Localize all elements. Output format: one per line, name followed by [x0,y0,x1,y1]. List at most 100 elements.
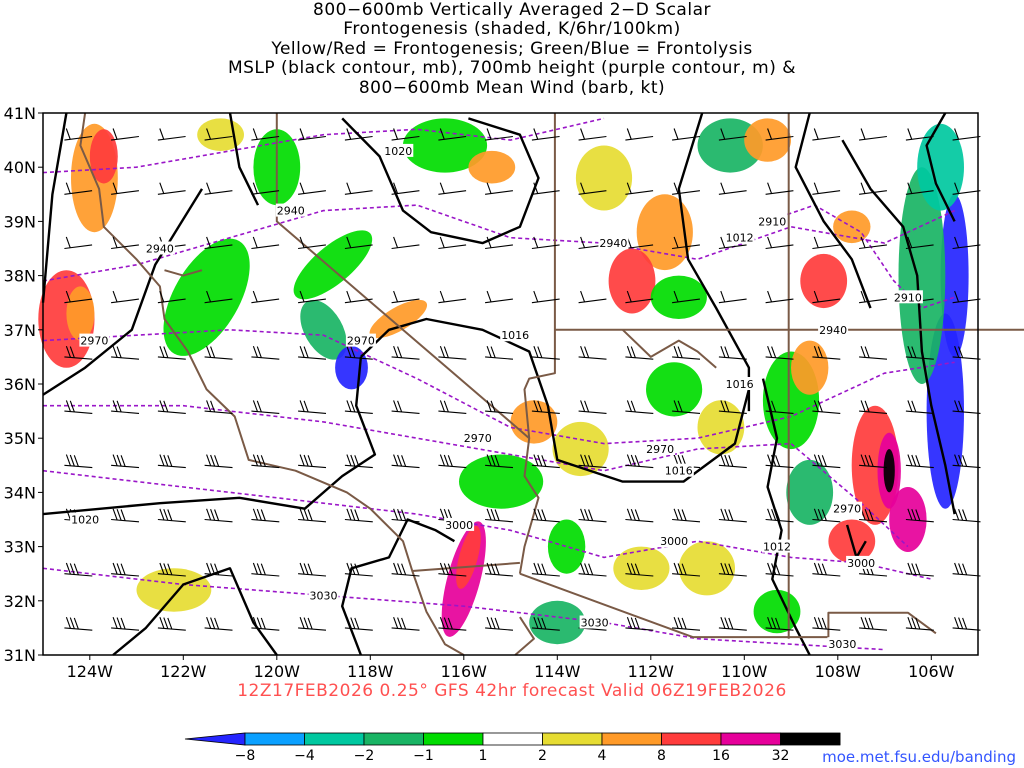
wind-barb [718,508,747,523]
contour-label: 3000 [660,535,688,548]
colorbar-left-arrow [184,732,246,746]
wind-barb [485,346,514,360]
barb-staff [672,244,700,250]
barb-flag [252,508,258,520]
barb-flag [112,562,118,575]
barb-flag [163,563,169,575]
wind-barb [251,617,280,631]
wind-barb [718,182,747,195]
wind-barb [344,346,373,360]
wind-barb [531,617,560,631]
wind-barb [485,182,513,195]
colorbar-box [780,732,841,746]
label-bg [345,333,376,347]
colorbar-label: −8 [235,748,256,764]
barb-flag [393,346,399,358]
barb-flag [307,617,313,630]
barb-flag [486,346,492,358]
barb-staff [672,135,700,141]
barb-flag [163,346,169,358]
barb-staff [64,135,93,141]
barb-staff [905,573,934,577]
contour-labels: 1020 1016 1016 1016 1012 1012 1020 2940 2940 2940… [70,143,923,651]
wind-barb [578,508,607,523]
barb-flag [346,562,352,575]
wind-barb [485,290,513,304]
barb-flag [401,455,407,467]
contour-label: 2970 [80,335,108,348]
barb-staff [672,518,701,523]
wind-barb [157,400,186,414]
lon-tick-label: 114W [534,662,581,681]
barb-staff [812,298,841,304]
barb-staff [204,135,233,141]
barb-flag [252,290,258,303]
barb-staff [625,190,654,195]
barb-staff [812,464,841,469]
barb-staff [859,518,888,523]
barb-flag [580,508,586,520]
label-bg [144,241,175,255]
border-line [622,329,717,369]
barb-staff [952,190,981,195]
barb-flag [864,454,870,467]
contour-label: 3000 [445,519,473,532]
colorbar-label: 1 [479,748,488,764]
barb-flag [813,617,819,629]
barb-staff [251,464,280,469]
barb-flag [962,455,968,467]
contour-label: 3030 [310,589,338,602]
barb-flag [214,455,220,467]
barb-flag [167,617,173,630]
wind-barb [765,454,794,469]
source-credit[interactable]: moe.met.fsu.edu/banding [822,748,1016,766]
barb-flag [767,562,773,575]
barb-flag [299,346,305,358]
wind-barb [438,346,467,360]
barb-flag [588,563,594,575]
barb-flag [69,400,75,412]
barb-staff [111,244,139,250]
barb-flag [210,346,216,358]
barb-flag [393,617,399,629]
label-bg [892,290,923,304]
barb-staff [531,135,560,141]
barb-flag [65,346,71,358]
barb-flag [720,346,726,358]
barb-flag [256,509,262,521]
wind-barb [859,182,887,195]
barb-staff [625,298,654,304]
barb-flag [813,290,819,303]
barb-flag [954,617,960,629]
barb-staff [672,627,701,631]
barb-flag [954,454,960,466]
barb-flag [486,562,492,575]
barb-flag [299,182,305,194]
barb-staff [251,573,280,577]
barb-flag [116,617,122,629]
barb-flag [73,563,79,575]
barb-flag [813,454,819,466]
barb-flag [443,563,449,575]
barb-flag [630,617,636,629]
barb-flag [907,454,913,466]
barb-flag [580,400,586,412]
colorbar-box [601,732,662,746]
barb-flag [116,346,122,358]
barb-flag [439,182,445,194]
barb-flag [533,290,539,303]
wind-barb [251,128,280,141]
barb-flag [915,563,921,575]
barb-staff [765,190,794,195]
barb-flag [911,509,917,521]
lon-tick-label: 110W [721,662,768,681]
lat-tick-label: 40N [4,158,36,177]
barb-flag [210,563,216,575]
barb-staff [531,464,560,469]
barb-flag [771,400,777,412]
barb-flag [724,454,730,467]
barb-staff [298,573,327,577]
barb-flag [443,400,449,412]
barb-staff [251,518,280,523]
barb-flag [673,236,679,249]
